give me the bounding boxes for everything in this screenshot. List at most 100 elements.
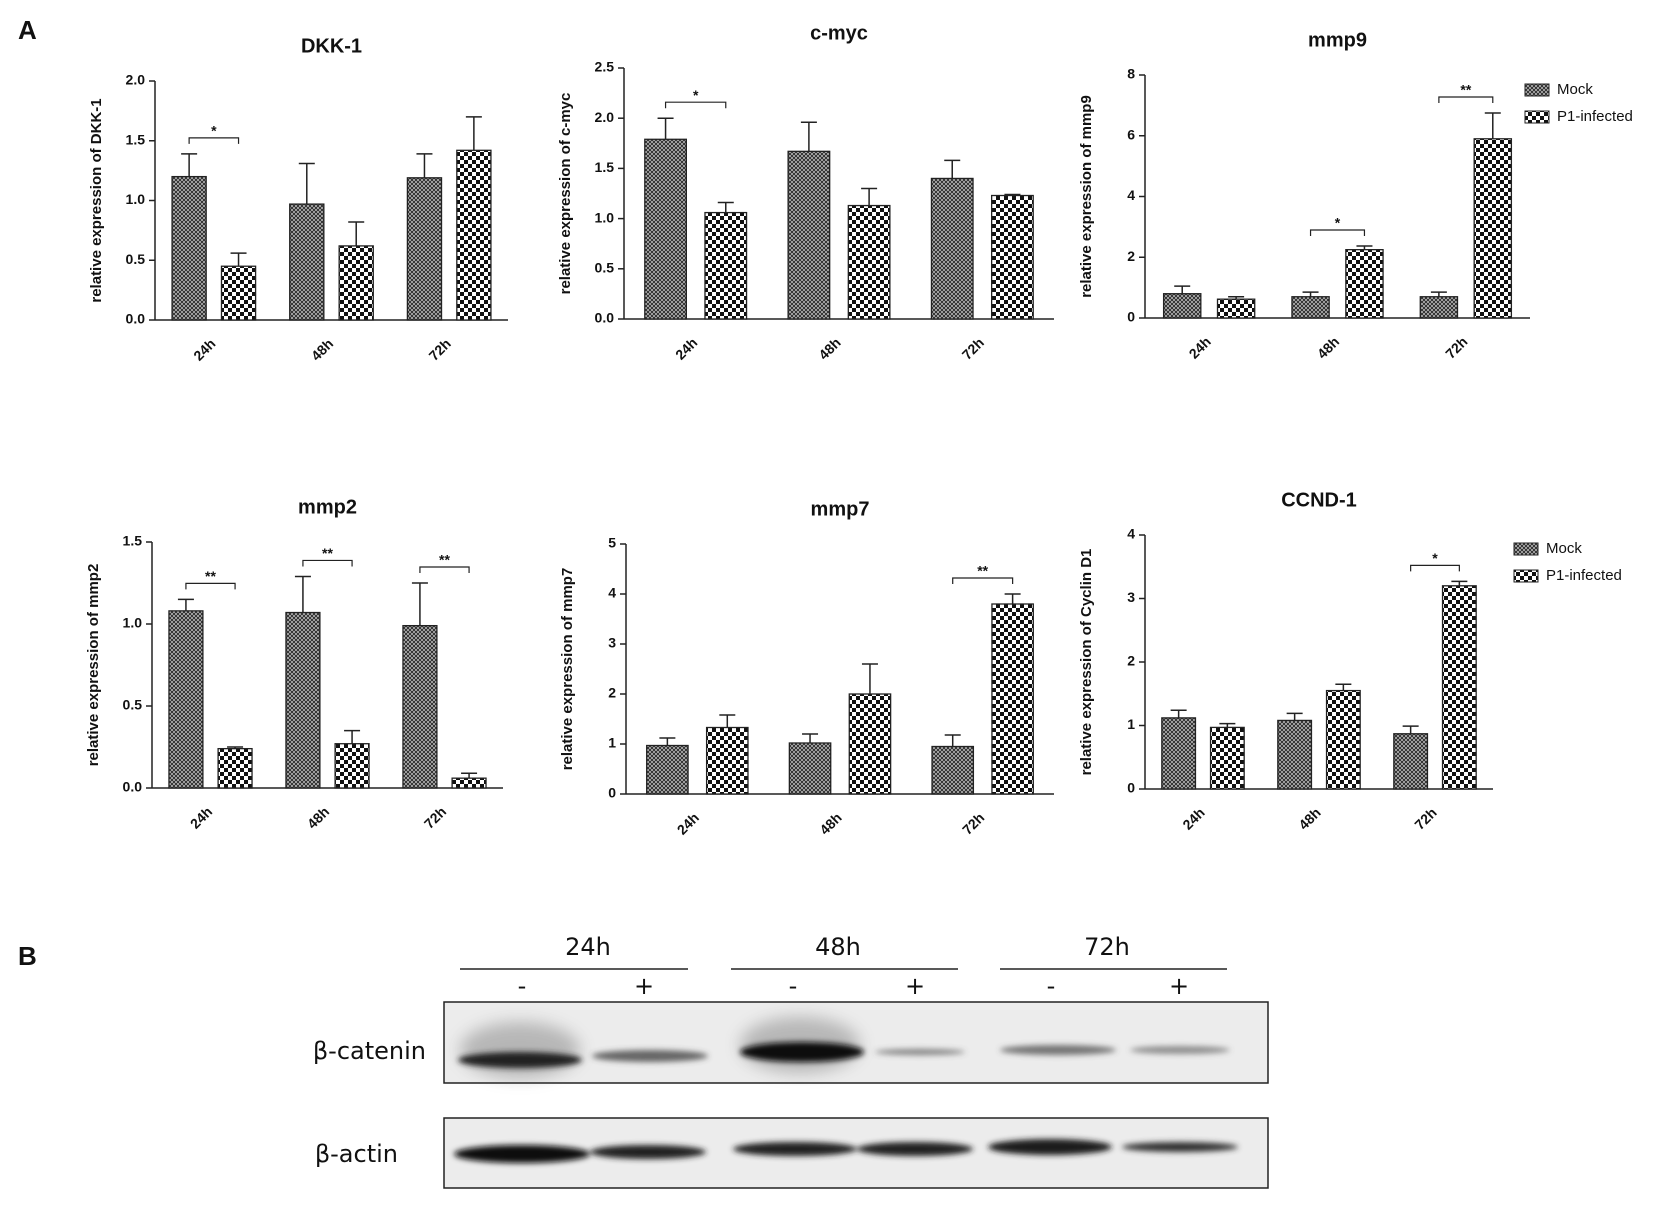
error-bar [659,737,676,746]
bar [1419,296,1459,319]
bar [930,177,974,320]
error-bar [1228,295,1245,300]
error-bar [1286,712,1303,721]
x-tick-label: 48h [308,335,336,363]
bar [338,245,374,321]
legend-swatch [1513,542,1539,556]
error-bar [1302,291,1319,297]
significance-bracket [952,577,1014,584]
chart-title: CCND-1 [1281,489,1357,511]
x-tick-label: 48h [1314,333,1342,361]
bar [171,175,207,321]
significance-label: ** [977,563,988,579]
bar [848,693,892,795]
chart-title: mmp2 [298,496,357,518]
error-bar [1004,593,1021,604]
bar [646,744,689,795]
y-tick-label: 2 [608,685,616,701]
bar [285,611,321,789]
error-bar [1170,709,1187,718]
y-axis-label: relative expression of c-myc [557,93,574,295]
error-bar [1402,725,1419,734]
y-tick-label: 0.0 [123,779,143,795]
error-bar [1484,112,1501,139]
chart: c-myc relative expression of c-myc 0.0 0.5 1… [557,22,1054,363]
error-bar [719,714,736,728]
bar [1473,138,1513,319]
significance-bracket [302,559,353,567]
bar [406,177,443,321]
legend-label: Mock [1546,540,1582,557]
bar [456,149,492,321]
legend-label: Mock [1557,81,1593,98]
error-bar [1451,580,1468,586]
y-tick-label: 1.5 [126,131,146,147]
x-tick-label: 48h [816,809,844,837]
y-tick-label: 0.0 [595,310,615,326]
significance-label: * [1335,215,1341,231]
panel-label: A [18,15,37,45]
bar [402,624,438,789]
y-tick-label: 1.0 [595,209,615,225]
bar [1393,733,1429,790]
significance-bracket [664,101,727,109]
row-label: β-actin [315,1140,398,1168]
y-tick-label: 0 [1127,309,1135,325]
significance-bracket [188,137,240,144]
y-tick-label: 1 [608,735,616,751]
significance-label: * [211,123,217,139]
y-axis-label: relative expression of Cyclin D1 [1078,549,1095,776]
chart: DKK-1 relative expression of DKK-1 0.0 0.5 1… [88,35,508,364]
bar [220,265,257,321]
error-bar [344,729,361,744]
y-tick-label: 3 [1127,589,1135,605]
bar [1277,719,1313,790]
significance-bracket [419,566,470,573]
western-blot: 24h 48h 72h - + - + - + β-catenin β-acti… [313,933,1269,1189]
significance-bracket [1410,564,1460,572]
x-tick-label: 72h [426,335,454,363]
error-bar [1004,193,1021,196]
y-tick-label: 8 [1127,66,1135,82]
y-tick-label: 1.0 [123,615,143,631]
bar [1161,717,1197,790]
y-tick-label: 4 [1127,187,1135,203]
x-tick-label: 24h [672,334,700,362]
significance-bracket [185,582,236,590]
bar [1216,298,1256,319]
significance-label: ** [439,552,450,568]
time-label: 72h [1084,933,1130,961]
significance-label: ** [322,545,333,561]
bar [334,743,370,789]
bar [1162,293,1202,319]
bar [1209,726,1245,790]
error-bar [944,734,961,747]
y-axis-label: relative expression of mmp2 [85,564,102,767]
bar [704,211,748,320]
treatment-label: + [1169,972,1189,1000]
bar [1291,296,1330,319]
chart: mmp7 relative expression of mmp7 0 1 2 3 4 5 24h… [559,498,1054,838]
x-tick-label: 24h [1186,333,1214,361]
error-bar [465,116,482,151]
chart-title: mmp9 [1308,29,1367,51]
bar [289,203,325,321]
significance-label: ** [205,568,216,584]
y-axis-label: relative expression of mmp9 [1078,95,1095,298]
bar [931,745,975,795]
significance-bracket [1438,96,1494,103]
chart: mmp2 relative expression of mmp2 0.0 0.5 1.0… [85,496,503,832]
bar [788,742,832,795]
y-tick-label: 2.0 [595,109,615,125]
legend-label: P1-infected [1546,567,1622,584]
x-tick-label: 72h [421,803,449,831]
x-tick-label: 48h [1295,804,1323,832]
y-tick-label: 0.5 [595,260,615,276]
bar [1345,249,1384,319]
significance-bracket [1309,229,1366,237]
bar [644,138,687,320]
error-bar [861,663,878,694]
legend-swatch [1524,83,1550,97]
y-axis-label: relative expression of mmp7 [559,568,576,771]
y-tick-label: 0.5 [123,697,143,713]
